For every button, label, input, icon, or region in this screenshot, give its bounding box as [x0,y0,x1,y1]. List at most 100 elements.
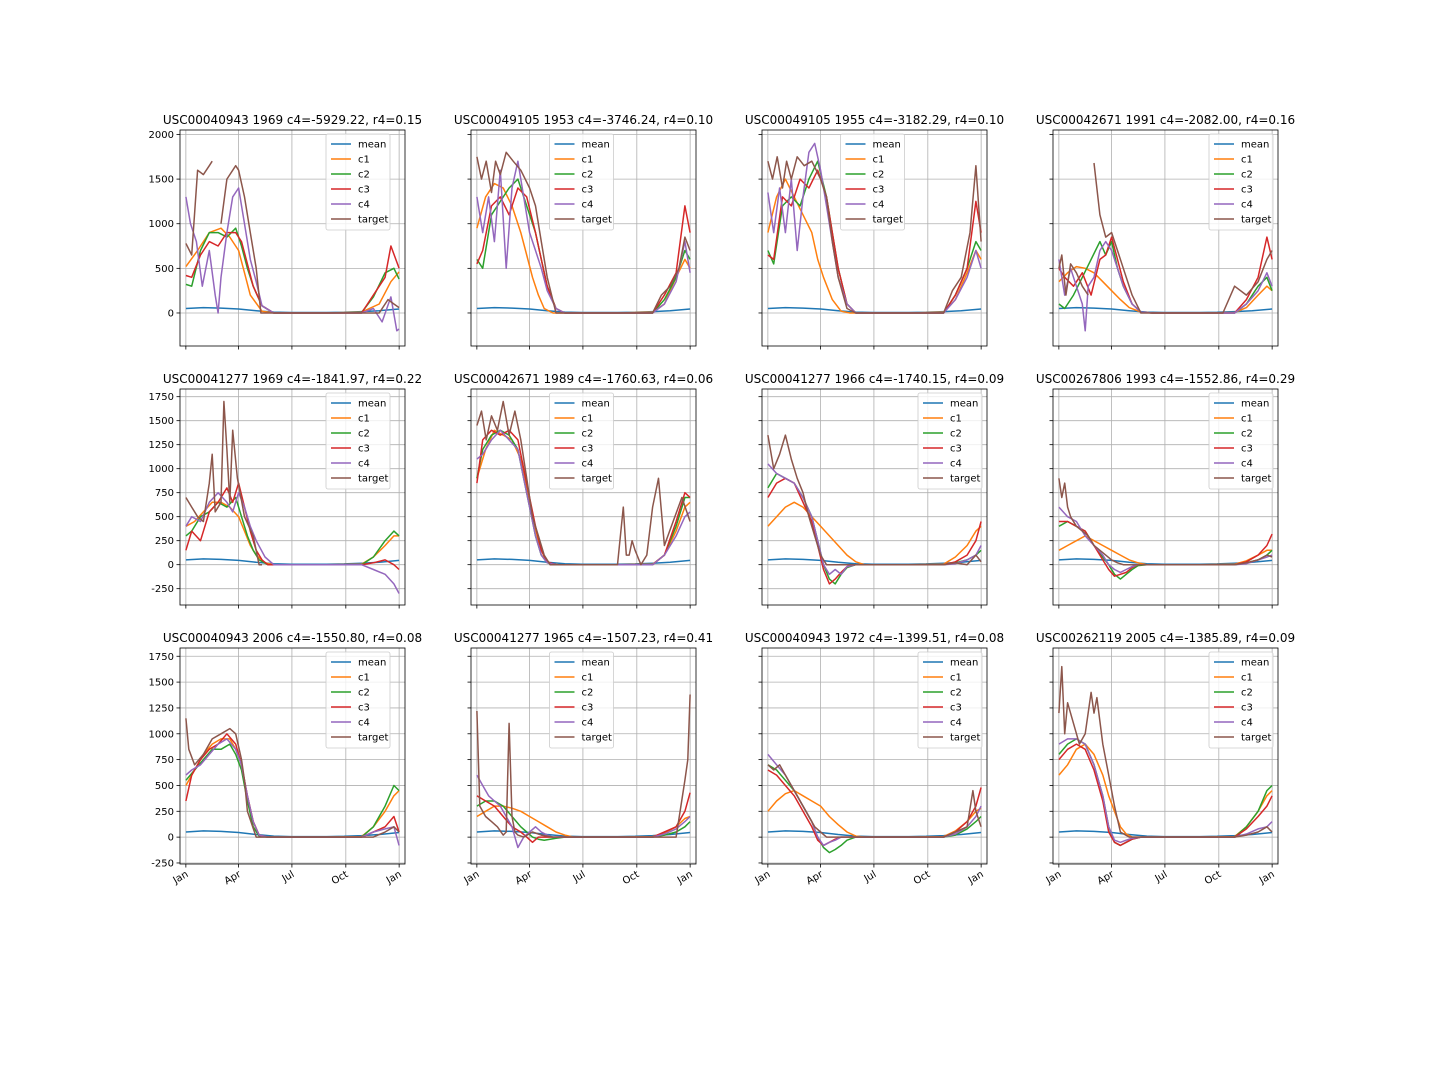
y-tick-label: 250 [155,536,174,547]
series-line-target [1058,162,1273,314]
series-line-target [476,151,691,314]
series-line-c2 [1058,520,1273,580]
legend-label-c4: c4 [358,459,370,470]
legend-label-c1: c1 [582,155,594,166]
subplot-11: Jan Apr Jul Oct Jan USC00040943 1972 c4=-1399… [745,631,1004,887]
axes-frame [761,388,988,606]
axes-frame [761,647,988,865]
y-tick-label: 1500 [149,416,174,427]
legend-label-mean: mean [582,399,610,410]
y-tick-label: 1250 [149,440,174,451]
legend-label-mean: mean [1241,140,1269,151]
x-tick-label: Oct [1203,869,1224,887]
legend-label-c4: c4 [582,200,594,211]
series-line-c1 [767,501,982,566]
series-line-c4 [185,738,400,846]
subplot-title: USC00049105 1955 c4=-3182.29, r4=0.10 [745,113,1004,127]
legend-label-c4: c4 [950,718,962,729]
legend: mean c1 c2 c3 c4 target [325,392,391,490]
legend-box [1208,651,1274,749]
legend-label-c1: c1 [873,155,885,166]
subplot-6: USC00042671 1989 c4=-1760.63, r4=0.06 mea… [454,372,713,609]
subplot-5: -250 0 250 500 750 1000 1250 1500 1750 USC0004127… [149,372,422,609]
legend-label-c1: c1 [1241,155,1253,166]
series-line-c1 [767,789,982,838]
subplot-title: USC00041277 1965 c4=-1507.23, r4=0.41 [454,631,713,645]
legend-label-c4: c4 [582,459,594,470]
series-line-c4 [1058,738,1273,844]
series-line-c2 [1058,738,1273,847]
series-group [1058,162,1273,332]
legend-label-c2: c2 [582,170,594,181]
legend-box [1208,392,1274,490]
legend-label-c4: c4 [358,718,370,729]
series-line-target [185,160,400,314]
legend-label-c3: c3 [582,703,594,714]
series-line-c1 [1058,265,1273,314]
y-tick-label: 1000 [149,464,174,475]
series-line-c3 [476,792,691,844]
series-line-c2 [1058,240,1273,314]
series-line-c4 [185,491,400,594]
subplot-title: USC00041277 1969 c4=-1841.97, r4=0.22 [163,372,422,386]
series-line-target [767,434,982,566]
subplot-3: USC00049105 1955 c4=-3182.29, r4=0.10 mea… [745,113,1004,350]
x-tick-label: Jan [966,869,986,887]
legend-box [325,392,391,490]
y-tick-label: 1500 [149,175,174,186]
legend-label-target: target [358,733,388,744]
series-group [185,160,400,332]
legend-box [549,392,614,490]
y-tick-label: 2000 [149,130,174,141]
legend-label-c2: c2 [950,688,962,699]
series-line-c2 [476,800,691,841]
legend-label-c2: c2 [1241,429,1253,440]
subplot-title: USC00040943 1972 c4=-1399.51, r4=0.08 [745,631,1004,645]
x-tick-label: Jan [171,869,191,887]
axes-frame [1052,388,1279,606]
legend-label-c2: c2 [582,429,594,440]
subplot-title: USC00049105 1953 c4=-3746.24, r4=0.10 [454,113,713,127]
legend-label-c4: c4 [1241,459,1253,470]
series-line-target [476,400,691,566]
y-tick-label: 750 [155,755,174,766]
legend: mean c1 c2 c3 c4 target [1208,651,1274,749]
legend-label-c1: c1 [582,673,594,684]
series-line-target [1058,665,1273,838]
axes-frame [179,129,406,347]
legend-label-mean: mean [950,658,978,669]
series-line-target [767,764,982,838]
legend-label-target: target [582,474,612,485]
series-line-c1 [185,227,400,314]
x-tick-label: Jan [462,869,482,887]
legend: mean c1 c2 c3 c4 target [325,651,391,749]
legend: mean c1 c2 c3 c4 target [325,133,391,231]
legend: mean c1 c2 c3 c4 target [917,392,983,490]
subplot-4: USC00042671 1991 c4=-2082.00, r4=0.16 mea… [1036,113,1295,350]
series-group [767,753,982,854]
legend-label-c2: c2 [358,429,370,440]
subplot-7: USC00041277 1966 c4=-1740.15, r4=0.09 mea… [745,372,1004,609]
legend-label-c2: c2 [358,170,370,181]
subplot-8: USC00267806 1993 c4=-1552.86, r4=0.29 mea… [1036,372,1295,609]
subplot-title: USC00040943 2006 c4=-1550.80, r4=0.08 [163,631,422,645]
y-tick-label: 0 [168,560,174,571]
series-line-c4 [476,774,691,849]
y-tick-label: 1000 [149,219,174,230]
legend-label-c3: c3 [582,444,594,455]
x-tick-label: Apr [223,869,244,888]
series-group [476,694,691,849]
y-tick-label: 1000 [149,729,174,740]
legend-label-target: target [358,215,388,226]
series-group [767,142,982,314]
legend-label-c3: c3 [1241,185,1253,196]
legend-label-mean: mean [1241,658,1269,669]
legend-label-target: target [358,474,388,485]
legend-label-mean: mean [582,658,610,669]
x-tick-label: Jan [753,869,773,887]
series-line-c3 [476,187,691,314]
series-line-c3 [767,169,982,314]
series-line-c2 [185,743,400,838]
legend-box [325,133,391,231]
legend-label-mean: mean [950,399,978,410]
